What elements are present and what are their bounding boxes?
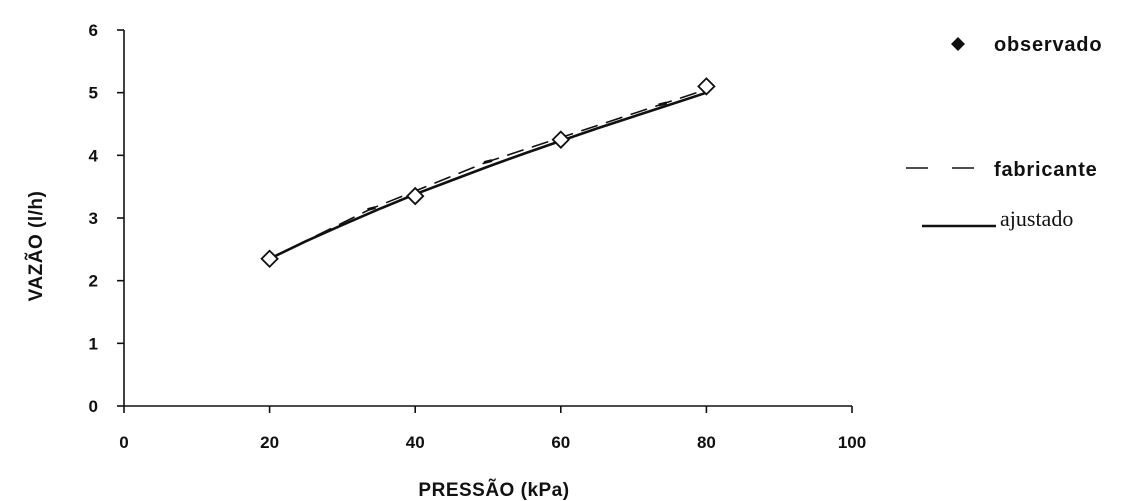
fabricante-point (658, 101, 668, 107)
observado-point (551, 130, 571, 149)
legend-item-ajustado: ajustado (922, 206, 1073, 231)
x-tick-label: 20 (260, 433, 279, 452)
y-tick-label: 6 (89, 21, 98, 40)
x-tick-label: 40 (406, 433, 425, 452)
fabricante-point (483, 159, 493, 165)
y-tick-label: 2 (89, 272, 98, 291)
legend-item-fabricante: fabricante (906, 159, 1098, 181)
axes (123, 30, 852, 407)
ticks: 0 20 40 60 80 100 0 1 2 3 4 5 6 (89, 21, 867, 452)
legend-diamond-marker (951, 37, 965, 51)
fabricante-point (367, 206, 376, 212)
series-layer (260, 77, 716, 269)
y-tick-label: 4 (89, 146, 99, 165)
y-tick-label: 3 (89, 209, 98, 228)
legend-label-ajustado: ajustado (1000, 206, 1073, 231)
y-axis-title: VAZÃO (l/h) (25, 191, 47, 302)
y-tick-label: 0 (89, 397, 98, 416)
x-tick-label: 80 (697, 433, 716, 452)
legend-item-observado: observado (951, 34, 1102, 56)
y-tick-label: 1 (89, 334, 98, 353)
observado-point (697, 77, 716, 96)
x-axis-title: PRESSÃO (kPa) (418, 479, 569, 501)
y-tick-label: 5 (89, 84, 98, 103)
x-tick-label: 60 (551, 433, 570, 452)
observado-point (260, 249, 279, 269)
legend-label-observado: observado (994, 34, 1102, 56)
observado-point (405, 186, 425, 206)
x-tick-label: 0 (119, 433, 128, 452)
legend-label-fabricante: fabricante (994, 159, 1098, 181)
legend: observado fabricante ajustado (906, 34, 1102, 231)
series-line-ajustado (268, 91, 708, 260)
x-tick-label: 100 (838, 433, 866, 452)
